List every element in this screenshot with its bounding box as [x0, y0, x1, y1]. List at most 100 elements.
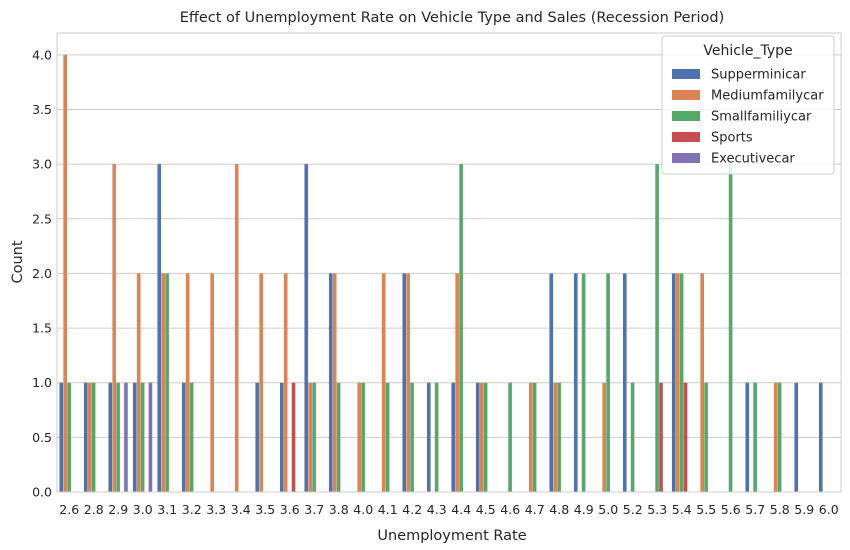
x-tick-label: 5.9 [794, 502, 814, 517]
y-tick-label: 2.0 [32, 266, 52, 281]
bar [410, 382, 414, 492]
y-tick-label: 4.0 [32, 47, 52, 62]
bar [148, 382, 153, 492]
y-tick-label: 2.5 [32, 211, 52, 226]
bar [234, 164, 239, 492]
bar [606, 273, 610, 492]
x-tick-label: 5.3 [647, 502, 667, 517]
x-tick-label: 3.8 [329, 502, 349, 517]
bar [59, 382, 64, 492]
legend-label: Sports [711, 131, 753, 146]
bar [63, 54, 67, 492]
bar [385, 382, 390, 492]
bar [479, 382, 484, 492]
bar [549, 273, 554, 492]
bar [794, 382, 799, 492]
x-tick-label: 3.2 [182, 502, 202, 517]
bar [426, 382, 431, 492]
x-tick-label: 5.2 [623, 502, 643, 517]
bar [655, 164, 659, 492]
x-tick-label: 3.4 [231, 502, 251, 517]
legend: Vehicle_Type Supperminicar Mediumfamilyca… [661, 35, 835, 175]
bars [59, 54, 823, 492]
bar [483, 382, 488, 492]
bar [91, 382, 96, 492]
bar [116, 382, 120, 492]
plot-frame [56, 32, 842, 493]
bar [683, 382, 688, 492]
legend-label: Smallfamiliycar [711, 110, 812, 125]
bar [704, 382, 708, 492]
x-tick-label: 4.1 [378, 502, 398, 517]
bar [189, 382, 194, 492]
x-tick-label: 3.0 [133, 502, 153, 517]
y-axis: 0.0 0.5 1.0 1.5 2.0 2.5 3.0 3.5 4.0 [32, 47, 52, 499]
bar [283, 273, 288, 492]
legend-label: Supperminicar [711, 68, 806, 83]
bar [455, 273, 459, 492]
y-tick-label: 1.0 [32, 375, 52, 390]
bar [622, 273, 627, 492]
x-tick-label: 5.4 [672, 502, 692, 517]
y-tick-label: 1.5 [32, 321, 52, 336]
bar [336, 382, 341, 492]
bar [402, 273, 407, 492]
bar [328, 273, 333, 492]
x-tick-label: 3.1 [157, 502, 177, 517]
bar [304, 164, 309, 492]
x-tick-label: 3.6 [280, 502, 300, 517]
bar [255, 382, 260, 492]
legend-label: Mediumfamilycar [711, 89, 824, 104]
x-tick-label: 4.4 [451, 502, 471, 517]
legend-title: Vehicle_Type [703, 43, 792, 59]
x-tick-label: 4.0 [353, 502, 373, 517]
bar [381, 273, 386, 492]
x-tick-label: 5.6 [721, 502, 741, 517]
x-tick-label: 4.6 [500, 502, 520, 517]
bar [210, 273, 214, 492]
bar [777, 382, 782, 492]
x-tick-label: 4.7 [525, 502, 545, 517]
bar [67, 382, 71, 492]
legend-label: Executivecar [711, 152, 795, 167]
bar [659, 382, 663, 492]
bar [675, 273, 680, 492]
x-tick-label: 5.5 [696, 502, 716, 517]
x-tick-label: 4.2 [402, 502, 422, 517]
legend-swatch [672, 90, 700, 100]
bar [508, 382, 512, 492]
x-tick-label: 4.8 [549, 502, 569, 517]
bar [630, 382, 635, 492]
bar [185, 273, 190, 492]
bar [679, 273, 684, 492]
bar [553, 382, 557, 492]
x-tick-label: 5.8 [770, 502, 790, 517]
y-axis-label: Count [10, 240, 26, 283]
bar [459, 164, 463, 492]
y-tick-label: 0.5 [32, 430, 52, 445]
bar [434, 382, 439, 492]
bar [818, 382, 823, 492]
bar [308, 382, 312, 492]
x-tick-label: 6.0 [819, 502, 839, 517]
x-tick-label: 4.9 [574, 502, 594, 517]
legend-swatch [672, 111, 700, 121]
bar [291, 382, 296, 492]
legend-box [661, 35, 835, 175]
bar [83, 382, 88, 492]
bar [475, 382, 480, 492]
legend-swatch [672, 132, 700, 142]
bar [528, 382, 533, 492]
bar [279, 382, 284, 492]
bar [581, 273, 586, 492]
bar [332, 273, 337, 492]
bar [451, 382, 456, 492]
x-tick-label: 3.3 [206, 502, 226, 517]
bar [87, 382, 92, 492]
bar [181, 382, 186, 492]
bar [700, 273, 704, 492]
bar [165, 273, 169, 492]
legend-swatch [672, 153, 700, 163]
y-tick-label: 3.5 [32, 102, 52, 117]
